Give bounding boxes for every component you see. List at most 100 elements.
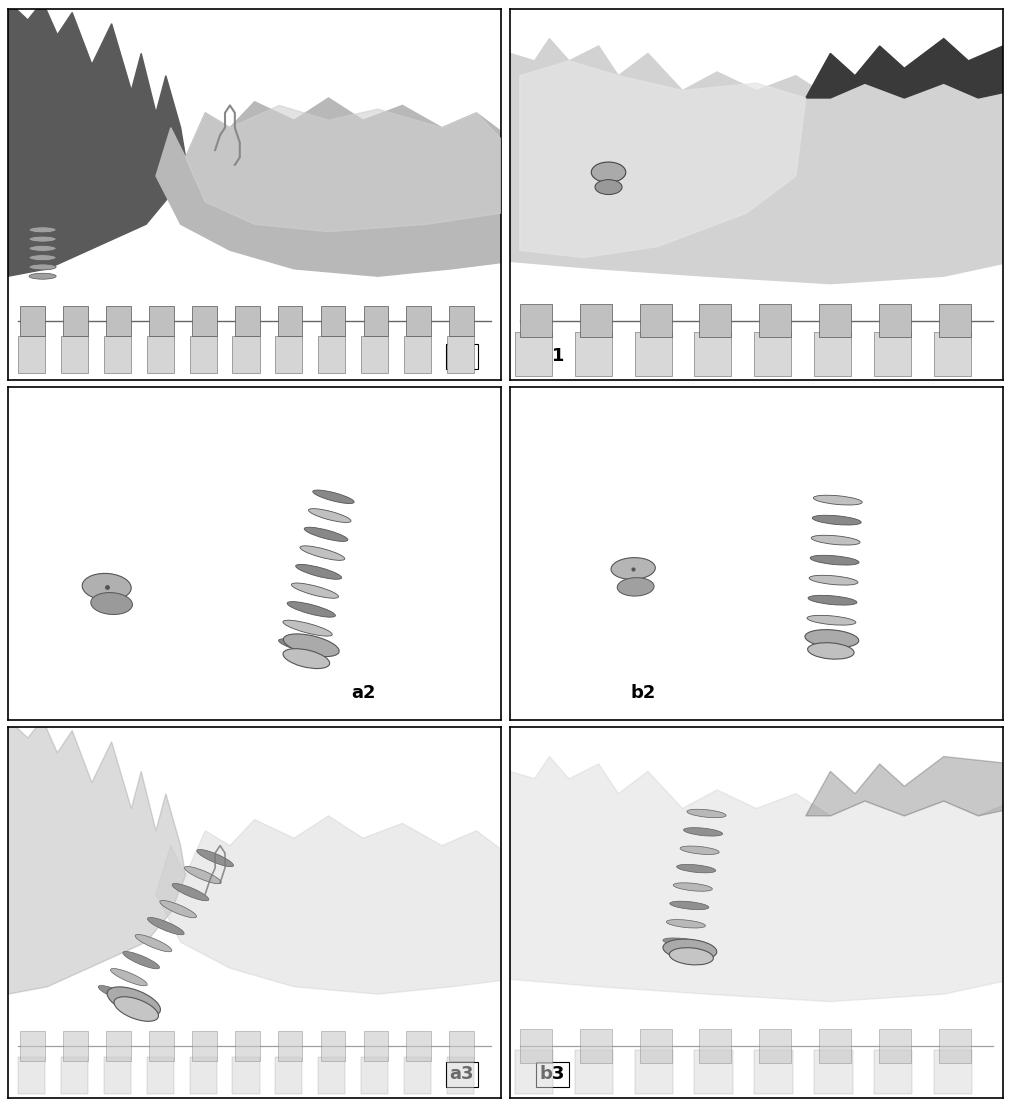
Bar xyxy=(320,306,346,335)
Ellipse shape xyxy=(663,938,702,946)
Ellipse shape xyxy=(611,558,655,579)
Bar xyxy=(18,1057,45,1095)
Ellipse shape xyxy=(811,536,860,545)
Bar xyxy=(147,1057,174,1095)
Bar xyxy=(447,1057,474,1095)
Bar xyxy=(700,1030,731,1063)
Ellipse shape xyxy=(82,573,131,600)
Polygon shape xyxy=(510,756,1011,1002)
Ellipse shape xyxy=(283,649,330,669)
Bar xyxy=(406,1032,431,1061)
Bar xyxy=(149,306,174,335)
Bar xyxy=(192,306,216,335)
Bar xyxy=(106,306,130,335)
Bar xyxy=(447,335,474,373)
Text: b2: b2 xyxy=(630,684,656,702)
Bar xyxy=(233,1057,260,1095)
Ellipse shape xyxy=(300,546,345,560)
Ellipse shape xyxy=(29,246,57,251)
Polygon shape xyxy=(156,816,511,994)
Text: a1: a1 xyxy=(450,348,474,365)
Bar xyxy=(278,1032,302,1061)
Bar xyxy=(61,335,88,373)
Ellipse shape xyxy=(291,583,339,598)
Bar xyxy=(939,1030,971,1063)
Bar xyxy=(61,1057,88,1095)
Ellipse shape xyxy=(805,630,858,648)
Ellipse shape xyxy=(673,882,713,891)
Ellipse shape xyxy=(663,939,717,960)
Ellipse shape xyxy=(591,162,626,183)
Ellipse shape xyxy=(197,849,234,867)
Polygon shape xyxy=(8,1,186,277)
Ellipse shape xyxy=(135,934,172,952)
Ellipse shape xyxy=(680,846,719,855)
Bar xyxy=(879,1030,911,1063)
Bar xyxy=(18,335,45,373)
Bar xyxy=(404,335,431,373)
Bar xyxy=(318,1057,346,1095)
Bar xyxy=(574,332,612,376)
Bar xyxy=(64,1032,88,1061)
Bar xyxy=(875,332,911,376)
Ellipse shape xyxy=(617,578,654,596)
Bar xyxy=(640,304,671,338)
Polygon shape xyxy=(156,99,511,277)
Ellipse shape xyxy=(287,601,336,618)
Ellipse shape xyxy=(669,948,714,965)
Bar xyxy=(192,1032,216,1061)
Ellipse shape xyxy=(160,900,196,918)
Ellipse shape xyxy=(184,867,221,883)
Bar xyxy=(574,1049,614,1095)
Ellipse shape xyxy=(98,985,134,1003)
Text: a3: a3 xyxy=(450,1065,474,1084)
Bar xyxy=(20,1032,45,1061)
Bar xyxy=(515,1049,553,1095)
Ellipse shape xyxy=(29,273,57,279)
Ellipse shape xyxy=(123,952,160,969)
Bar xyxy=(819,1030,851,1063)
Bar xyxy=(819,304,851,338)
Bar xyxy=(278,306,302,335)
Bar xyxy=(106,1032,130,1061)
Ellipse shape xyxy=(114,996,159,1022)
Bar xyxy=(189,1057,216,1095)
Bar xyxy=(754,1049,793,1095)
Ellipse shape xyxy=(308,508,351,523)
Bar xyxy=(579,304,612,338)
Text: b1: b1 xyxy=(540,348,565,365)
Bar xyxy=(640,1030,671,1063)
Ellipse shape xyxy=(172,883,209,901)
Polygon shape xyxy=(806,39,1011,99)
Bar xyxy=(406,306,431,335)
Ellipse shape xyxy=(809,576,858,586)
Ellipse shape xyxy=(683,828,723,836)
Bar xyxy=(695,332,731,376)
Bar xyxy=(449,1032,474,1061)
Ellipse shape xyxy=(808,643,854,659)
Bar xyxy=(759,304,792,338)
Bar xyxy=(275,1057,302,1095)
Bar xyxy=(635,332,671,376)
Ellipse shape xyxy=(806,635,854,645)
Ellipse shape xyxy=(148,918,184,934)
Bar xyxy=(235,306,260,335)
Bar xyxy=(759,1030,792,1063)
Bar xyxy=(361,335,388,373)
Bar xyxy=(579,1030,612,1063)
Bar xyxy=(364,1032,388,1061)
Bar xyxy=(449,306,474,335)
Ellipse shape xyxy=(670,901,709,910)
Bar xyxy=(695,1049,733,1095)
Bar xyxy=(361,1057,388,1095)
Ellipse shape xyxy=(29,263,57,270)
Ellipse shape xyxy=(295,565,342,579)
Ellipse shape xyxy=(304,527,348,541)
Ellipse shape xyxy=(110,969,148,986)
Bar xyxy=(364,306,388,335)
Bar xyxy=(934,332,971,376)
Bar xyxy=(875,1049,913,1095)
Ellipse shape xyxy=(686,809,726,818)
Bar xyxy=(104,1057,130,1095)
Bar xyxy=(320,1032,346,1061)
